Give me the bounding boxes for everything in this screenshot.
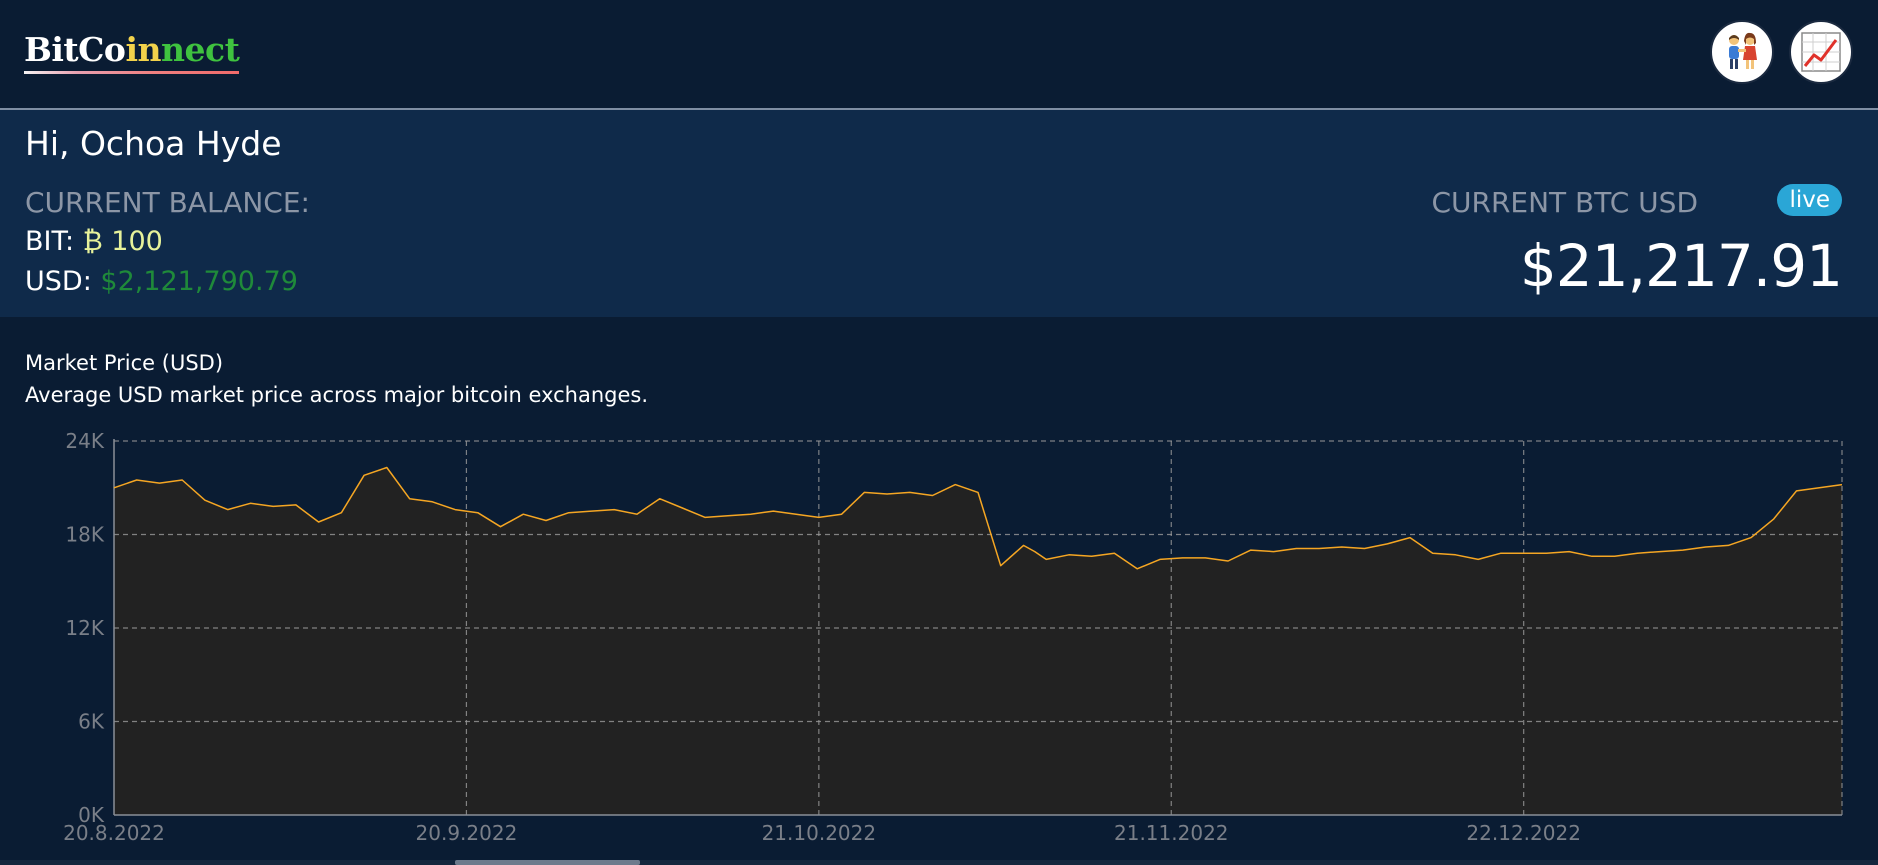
usd-balance: USD: $2,121,790.79 bbox=[25, 266, 298, 297]
balance-label: CURRENT BALANCE: bbox=[25, 186, 310, 219]
x-tick-label: 22.12.2022 bbox=[1466, 821, 1581, 845]
logo-part-2: in bbox=[125, 30, 161, 69]
y-tick-label: 24K bbox=[65, 429, 104, 453]
y-tick-label: 0K bbox=[78, 803, 105, 827]
live-badge: live bbox=[1777, 184, 1842, 216]
chart-description: Average USD market price across major bi… bbox=[25, 383, 649, 407]
contacts-button[interactable] bbox=[1710, 20, 1774, 84]
users-icon bbox=[1729, 32, 1757, 69]
chart-title: Market Price (USD) bbox=[25, 351, 224, 375]
bit-balance: BIT: ₿ 100 bbox=[25, 226, 163, 257]
scrollbar-thumb[interactable] bbox=[455, 860, 640, 865]
y-tick-label: 18K bbox=[65, 523, 104, 547]
logo-part-1: BitCo bbox=[24, 30, 126, 69]
bit-label: BIT: bbox=[25, 226, 75, 257]
price-area bbox=[114, 467, 1842, 815]
app-logo[interactable]: BitCoinnect bbox=[24, 30, 240, 74]
btc-rate-value: $21,217.91 bbox=[1519, 232, 1843, 300]
x-tick-label: 21.11.2022 bbox=[1114, 821, 1229, 845]
bit-value: ₿ 100 bbox=[82, 226, 163, 257]
chart-trend-icon bbox=[1801, 32, 1841, 72]
horizontal-scrollbar[interactable] bbox=[0, 860, 1878, 865]
statistics-button[interactable] bbox=[1789, 20, 1853, 84]
x-tick-label: 21.10.2022 bbox=[762, 821, 877, 845]
logo-part-3: nect bbox=[160, 30, 240, 69]
usd-label: USD: bbox=[25, 266, 92, 297]
top-bar: BitCoinnect bbox=[0, 0, 1878, 110]
account-summary: Hi, Ochoa Hyde CURRENT BALANCE: BIT: ₿ 1… bbox=[0, 110, 1878, 317]
btc-rate-label: CURRENT BTC USD bbox=[1431, 186, 1698, 219]
usd-value: $2,121,790.79 bbox=[100, 266, 298, 297]
y-tick-label: 12K bbox=[65, 616, 104, 640]
x-tick-label: 20.8.2022 bbox=[63, 821, 165, 845]
greeting: Hi, Ochoa Hyde bbox=[25, 124, 282, 163]
y-tick-label: 6K bbox=[78, 710, 105, 734]
x-tick-label: 20.9.2022 bbox=[416, 821, 518, 845]
price-line bbox=[113, 466, 1843, 570]
